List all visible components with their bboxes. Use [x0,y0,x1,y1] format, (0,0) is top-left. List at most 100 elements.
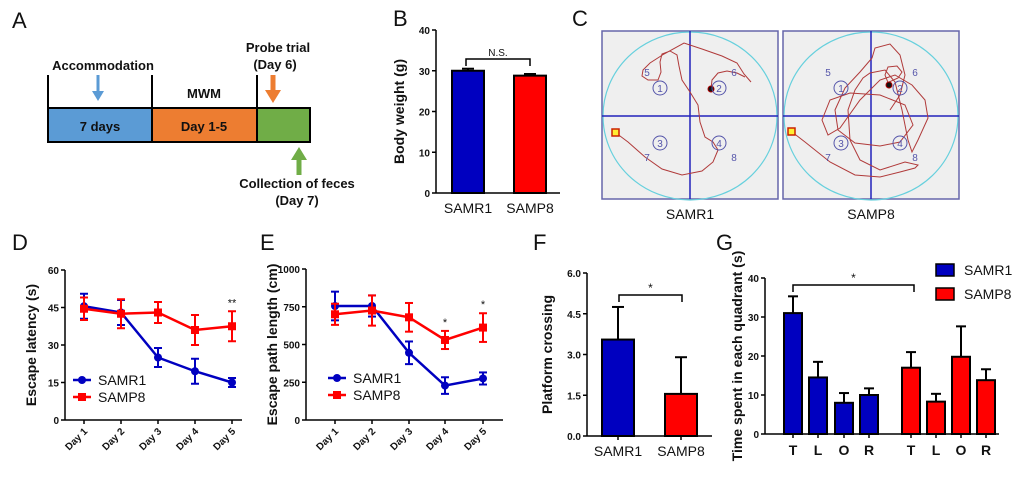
y-axis-title: Escape latency (s) [23,284,39,406]
quadrant-circle-icon [892,80,908,96]
y-tick-label: 10 [748,391,760,402]
x-tick-label: SAMP8 [506,200,554,216]
significance-label: ** [228,297,237,309]
data-point [117,309,125,318]
data-point [228,322,236,331]
legend-label: SAMR1 [98,372,146,388]
y-tick-label: 500 [283,341,300,352]
legend-marker [78,376,86,384]
significance-label: * [851,271,856,285]
significance-label: * [481,299,486,311]
panel-label-g: G [716,230,733,255]
start-marker-icon [787,127,796,136]
platform-crossing-chart: 0.0 1.5 3.0 4.5 6.0 Platform crossing SAMR1 SAM… [539,269,712,459]
escape-latency-chart: 0 15 30 45 60 Escape latency (s) Day 1 Day 2 Day… [23,266,242,453]
x-tick-label: Day 3 [388,426,415,453]
bar-samr1-o [834,401,854,435]
quadrant-number: 2 [716,84,722,95]
y-tick-label: 15 [48,379,60,390]
y-tick-label: 0 [753,430,759,441]
y-tick-label: 0 [424,189,430,200]
x-tick-label: Day 3 [137,426,164,453]
legend-label: SAMR1 [353,370,401,386]
data-point [405,313,413,322]
panel-label-d: D [12,230,28,255]
bar-samp8-l [926,400,946,436]
y-tick-label: 0 [294,416,300,427]
quadrant-circle-icon [711,135,727,151]
orange-arrow-icon [265,75,281,103]
accommodation-block [47,107,153,143]
quadrant-circle-icon [652,80,668,96]
zone-number: 8 [912,153,918,164]
y-tick-label: 45 [48,304,60,315]
y-tick-label: 6.0 [567,269,581,280]
trajectory-samr1 [601,30,779,201]
y-tick-label: 750 [283,303,300,314]
quadrant-number: 3 [657,139,663,150]
data-point [154,353,162,362]
trajectory-label-samp8: SAMP8 [847,206,895,222]
panel-label-a: A [12,8,27,33]
x-tick-label: Day 1 [63,426,90,453]
significance-bracket [465,58,531,66]
x-tick-label: O [839,442,850,458]
accommodation-label: Accommodation [52,58,154,73]
collection-label: Collection of feces [239,176,355,191]
significance-label: * [443,317,448,329]
platform-marker-icon [885,81,893,89]
y-tick-label: 30 [48,341,60,352]
zone-number: 5 [644,68,650,79]
y-axis-title: Time spent in each quadrant (s) [729,251,745,462]
data-point [154,308,162,317]
x-tick-label: Day 2 [351,426,378,453]
y-axis-title: Escape path length (cm) [264,264,280,426]
data-point [479,323,487,332]
data-point [441,381,449,390]
data-point [191,367,199,376]
panel-label-b: B [393,6,408,31]
x-tick-label: L [814,442,823,458]
legend-label: SAMP8 [98,389,146,405]
y-tick-label: 60 [48,266,60,277]
y-tick-label: 20 [748,352,760,363]
bar-samr1-t [783,312,803,436]
x-tick-label: SAMP8 [657,443,705,459]
legend-marker [333,391,341,399]
x-tick-label: Day 4 [174,426,201,453]
y-axis-title: Platform crossing [539,295,555,414]
x-tick-label: R [864,442,874,458]
quadrant-circle-icon [833,80,849,96]
x-tick-label: Day 5 [462,426,489,453]
x-tick-label: L [932,442,941,458]
y-tick-label: 30 [748,313,760,324]
quadrant-number: 4 [897,139,903,150]
y-axis-title: Body weight (g) [391,59,407,164]
panel-label-f: F [533,230,546,255]
blue-arrow-icon [92,75,104,101]
quadrant-number: 3 [838,139,844,150]
y-tick-label: 3.0 [567,351,581,362]
x-tick-label: Day 2 [100,426,127,453]
quadrant-circle-icon [711,80,727,96]
significance-label: N.S. [488,48,507,59]
data-point [368,306,376,315]
x-tick-label: SAMR1 [444,200,492,216]
bar-samp8-t [901,366,921,436]
bar-samp8 [664,392,698,437]
legend-marker [333,374,341,382]
zone-number: 7 [825,153,831,164]
quadrant-number: 2 [897,84,903,95]
quadrant-number: 4 [716,139,722,150]
y-tick-label: 40 [419,26,431,37]
y-tick-label: 30 [419,67,431,78]
bar-samr1 [601,338,635,437]
day6-label: (Day 6) [253,57,296,72]
legend-label: SAMP8 [353,387,401,403]
data-point [331,310,339,319]
y-tick-label: 0 [53,416,59,427]
mwm-label: MWM [187,86,221,101]
day-1-5-label: Day 1-5 [181,119,227,134]
